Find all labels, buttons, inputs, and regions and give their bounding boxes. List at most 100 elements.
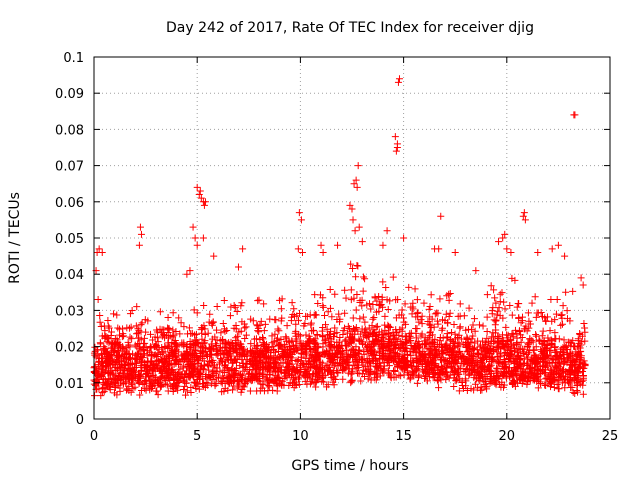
data-point bbox=[189, 341, 197, 349]
data-point bbox=[428, 331, 436, 339]
data-point bbox=[394, 78, 402, 86]
data-point bbox=[551, 343, 559, 351]
data-point bbox=[341, 286, 349, 294]
data-point bbox=[278, 314, 286, 322]
data-point bbox=[349, 335, 357, 343]
data-point bbox=[319, 248, 327, 256]
data-point bbox=[140, 334, 148, 342]
data-point bbox=[558, 314, 566, 322]
data-point bbox=[268, 332, 276, 340]
data-point bbox=[395, 358, 403, 366]
data-point bbox=[558, 379, 566, 387]
data-point bbox=[360, 273, 368, 281]
data-point bbox=[283, 373, 291, 381]
data-point bbox=[442, 363, 450, 371]
data-point bbox=[127, 388, 135, 396]
data-point bbox=[453, 375, 461, 383]
data-point bbox=[183, 387, 191, 395]
data-point bbox=[213, 326, 221, 334]
data-point bbox=[327, 337, 335, 345]
x-tick-label: 20 bbox=[499, 429, 516, 444]
data-point bbox=[253, 348, 261, 356]
data-point bbox=[531, 363, 539, 371]
data-point bbox=[290, 305, 298, 313]
data-point bbox=[432, 354, 440, 362]
data-point bbox=[330, 372, 338, 380]
data-point bbox=[455, 331, 463, 339]
data-point bbox=[395, 331, 403, 339]
data-point bbox=[325, 351, 333, 359]
data-point bbox=[395, 75, 403, 83]
data-point bbox=[172, 371, 180, 379]
data-point bbox=[577, 274, 585, 282]
data-point bbox=[477, 386, 485, 394]
data-point bbox=[314, 300, 322, 308]
data-point bbox=[404, 351, 412, 359]
data-point bbox=[553, 377, 561, 385]
data-point bbox=[530, 374, 538, 382]
data-point bbox=[486, 363, 494, 371]
data-point bbox=[496, 345, 504, 353]
data-point bbox=[567, 360, 575, 368]
data-point bbox=[444, 371, 452, 379]
data-point bbox=[487, 370, 495, 378]
data-point bbox=[428, 347, 436, 355]
data-point bbox=[238, 299, 246, 307]
data-point bbox=[253, 387, 261, 395]
data-point bbox=[409, 348, 417, 356]
data-point bbox=[454, 343, 462, 351]
data-point bbox=[234, 338, 242, 346]
data-point bbox=[156, 325, 164, 333]
data-point bbox=[477, 365, 485, 373]
data-point bbox=[383, 227, 391, 235]
data-point bbox=[352, 358, 360, 366]
data-point bbox=[547, 365, 555, 373]
data-point bbox=[494, 358, 502, 366]
data-point bbox=[334, 241, 342, 249]
data-point bbox=[288, 371, 296, 379]
data-point bbox=[540, 369, 548, 377]
data-point bbox=[302, 331, 310, 339]
data-point bbox=[361, 327, 369, 335]
data-point bbox=[491, 321, 499, 329]
data-point bbox=[137, 230, 145, 238]
data-point bbox=[436, 295, 444, 303]
data-point bbox=[315, 368, 323, 376]
data-point bbox=[557, 321, 565, 329]
data-point bbox=[365, 349, 373, 357]
data-point bbox=[350, 294, 358, 302]
data-point bbox=[208, 335, 216, 343]
data-point bbox=[208, 319, 216, 327]
data-point bbox=[346, 325, 354, 333]
data-point bbox=[148, 382, 156, 390]
data-point bbox=[502, 323, 510, 331]
data-point bbox=[179, 364, 187, 372]
data-point bbox=[295, 381, 303, 389]
data-point bbox=[456, 312, 464, 320]
data-point bbox=[489, 304, 497, 312]
data-point bbox=[336, 315, 344, 323]
data-point bbox=[488, 378, 496, 386]
data-point bbox=[543, 344, 551, 352]
data-point bbox=[355, 223, 363, 231]
data-point bbox=[426, 313, 434, 321]
data-point bbox=[457, 335, 465, 343]
data-point bbox=[247, 349, 255, 357]
data-point bbox=[449, 347, 457, 355]
data-point bbox=[378, 355, 386, 363]
data-point bbox=[314, 363, 322, 371]
data-point bbox=[193, 241, 201, 249]
data-point bbox=[576, 363, 584, 371]
data-point bbox=[503, 331, 511, 339]
data-point bbox=[525, 373, 533, 381]
data-point bbox=[373, 297, 381, 305]
data-point bbox=[164, 313, 172, 321]
data-point bbox=[265, 382, 273, 390]
data-point bbox=[523, 362, 531, 370]
data-point bbox=[150, 351, 158, 359]
data-point bbox=[566, 338, 574, 346]
data-point bbox=[141, 316, 149, 324]
data-point bbox=[148, 357, 156, 365]
data-point bbox=[526, 335, 534, 343]
data-point bbox=[285, 360, 293, 368]
